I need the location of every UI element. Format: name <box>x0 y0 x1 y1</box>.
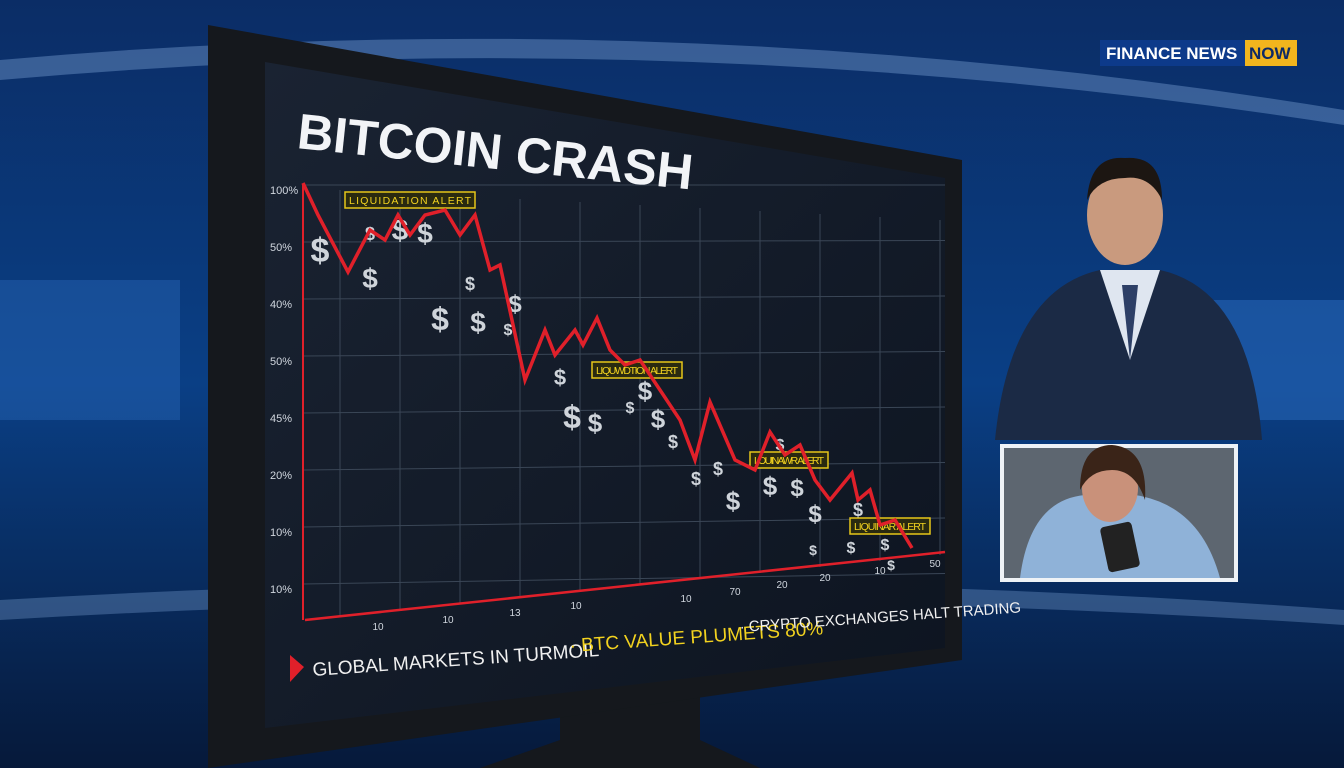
dollar-icon: $ <box>881 537 890 554</box>
grid-line <box>302 517 946 528</box>
dollar-icon: $ <box>626 400 635 417</box>
dollar-icon: $ <box>431 301 449 337</box>
y-label: 50% <box>270 242 292 254</box>
x-label: 10 <box>680 594 692 605</box>
dollar-icon: $ <box>638 376 653 406</box>
x-label: 10 <box>570 601 582 612</box>
dollar-icon: $ <box>470 307 486 338</box>
logo-tag: NOW <box>1249 44 1292 63</box>
x-label: 50 <box>929 559 941 570</box>
x-label: 70 <box>729 587 741 598</box>
x-label: 10 <box>442 615 454 626</box>
logo-brand: FINANCE NEWS <box>1106 44 1237 63</box>
dollar-icon: $ <box>563 399 581 435</box>
dollar-icon: $ <box>713 459 723 479</box>
dollar-icon: $ <box>365 224 375 244</box>
dollar-icon: $ <box>362 263 378 294</box>
dollar-icon: $ <box>417 218 433 249</box>
alert-label: LOUINAWR ALERT <box>754 455 825 467</box>
y-label: 45% <box>270 413 292 425</box>
x-label: 20 <box>819 573 831 584</box>
dollar-icon: $ <box>847 540 856 557</box>
dollar-icon: $ <box>554 365 566 390</box>
grid-line <box>302 406 946 414</box>
grid-line <box>302 573 946 585</box>
dollar-icon: $ <box>853 500 863 520</box>
alert-box <box>849 517 931 535</box>
y-label: 100% <box>270 185 298 197</box>
dollar-icon: $ <box>809 542 817 558</box>
baseline <box>304 550 946 622</box>
dollar-icon: $ <box>790 475 804 502</box>
logo-box <box>1100 40 1245 66</box>
studio-screen <box>0 280 180 420</box>
studio-light <box>0 38 1344 125</box>
y-label: 10% <box>270 527 292 539</box>
monitor-screen <box>265 62 945 728</box>
x-label: 10 <box>372 622 384 633</box>
alert-label: LIQUIDATION ALERT <box>349 195 472 207</box>
news-anchor <box>995 157 1262 440</box>
alert-label: LIQUINAR ALERT <box>854 521 927 533</box>
alert-box <box>344 191 476 209</box>
grid-line <box>302 462 946 471</box>
dollar-icon: $ <box>808 501 822 528</box>
y-label: 40% <box>270 299 292 311</box>
dollar-icon: $ <box>726 486 741 516</box>
monitor-stand <box>480 690 760 768</box>
dollar-icon: $ <box>668 432 678 452</box>
y-label: 10% <box>270 584 292 596</box>
x-label: 10 <box>874 566 886 577</box>
inset-video <box>1000 444 1238 582</box>
dollar-icon: $ <box>651 404 666 434</box>
x-label: 13 <box>509 608 521 619</box>
y-label: 50% <box>270 356 292 368</box>
dollar-icon: $ <box>763 471 778 501</box>
x-label: 20 <box>776 580 788 591</box>
grid-line <box>302 295 946 300</box>
dollar-icon: $ <box>465 274 475 294</box>
grid-line <box>302 240 946 243</box>
dollar-icon: $ <box>887 557 895 573</box>
grid-line <box>302 351 946 357</box>
alert-label: LIQUWDTION ALERT <box>596 365 679 377</box>
y-label: 20% <box>270 470 292 482</box>
dollar-icon: $ <box>691 469 701 489</box>
dollar-icon: $ <box>504 322 513 339</box>
dollar-icon: $ <box>311 232 330 270</box>
dollar-icon: $ <box>588 408 603 438</box>
ticker-arrow <box>290 655 304 682</box>
logo-tag-box <box>1245 40 1297 66</box>
price-line <box>301 182 914 549</box>
